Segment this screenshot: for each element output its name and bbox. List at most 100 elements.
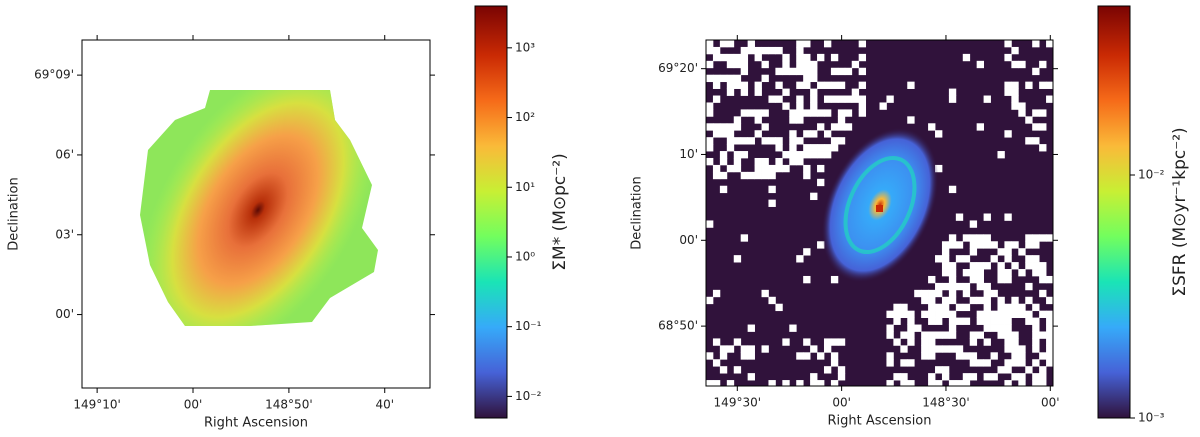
masked-pixel xyxy=(1039,60,1047,69)
masked-pixel xyxy=(712,171,721,180)
masked-pixel xyxy=(747,137,755,145)
masked-pixel xyxy=(782,380,790,388)
masked-pixel xyxy=(983,317,991,325)
masked-pixel xyxy=(706,40,714,48)
masked-pixel xyxy=(1004,338,1012,346)
masked-pixel xyxy=(712,130,721,138)
masked-pixel xyxy=(969,220,978,228)
masked-pixel xyxy=(948,88,957,96)
masked-pixel xyxy=(983,241,991,249)
masked-pixel xyxy=(761,123,769,131)
masked-pixel xyxy=(886,310,894,318)
masked-pixel xyxy=(1018,352,1026,360)
masked-pixel xyxy=(1039,310,1047,318)
masked-pixel xyxy=(796,60,804,69)
masked-pixel xyxy=(1039,366,1047,374)
masked-pixel xyxy=(712,53,721,62)
masked-pixel xyxy=(990,317,998,325)
masked-pixel xyxy=(837,67,846,76)
y-tick-label: 68°50' xyxy=(658,319,698,333)
masked-pixel xyxy=(782,164,790,173)
masked-pixel xyxy=(1046,95,1054,103)
colorbar-tick-label: 10⁻¹ xyxy=(515,319,542,333)
masked-pixel xyxy=(962,289,971,298)
x-tick-label: 149°30' xyxy=(714,396,761,410)
masked-pixel xyxy=(830,95,839,103)
masked-pixel xyxy=(879,102,887,110)
masked-pixel xyxy=(941,303,950,312)
masked-pixel xyxy=(1032,338,1040,346)
masked-pixel xyxy=(941,345,950,353)
masked-pixel xyxy=(754,46,762,55)
masked-pixel xyxy=(775,81,783,89)
masked-pixel xyxy=(935,366,943,374)
masked-pixel xyxy=(935,310,943,318)
masked-pixel xyxy=(706,74,714,83)
colorbar-tick-label: 10³ xyxy=(515,40,535,54)
masked-pixel xyxy=(941,269,950,277)
colorbar-tick-label: 10² xyxy=(515,110,535,124)
masked-pixel xyxy=(761,109,769,117)
masked-pixel xyxy=(900,310,908,318)
masked-pixel xyxy=(969,373,978,381)
masked-pixel xyxy=(754,171,762,180)
masked-pixel xyxy=(726,40,735,48)
masked-pixel xyxy=(747,352,755,360)
masked-pixel xyxy=(893,338,901,346)
masked-pixel xyxy=(754,81,762,89)
masked-pixel xyxy=(969,331,978,339)
colorbar-tick-label: 10⁻² xyxy=(515,389,542,403)
masked-pixel xyxy=(914,324,922,332)
masked-pixel xyxy=(990,241,998,249)
masked-pixel xyxy=(900,303,908,312)
x-tick-label: 148°50' xyxy=(265,398,312,412)
masked-pixel xyxy=(900,380,908,388)
masked-pixel xyxy=(1032,123,1040,131)
masked-pixel xyxy=(789,324,797,332)
masked-pixel xyxy=(810,144,818,152)
masked-pixel xyxy=(844,123,853,131)
masked-pixel xyxy=(796,67,804,76)
masked-pixel xyxy=(1004,269,1012,277)
masked-pixel xyxy=(775,137,783,145)
masked-pixel xyxy=(969,275,978,284)
masked-pixel xyxy=(1011,81,1019,89)
masked-pixel xyxy=(1011,241,1019,249)
masked-pixel xyxy=(976,269,984,277)
masked-pixel xyxy=(1039,380,1047,388)
masked-pixel xyxy=(817,241,825,249)
masked-pixel xyxy=(1039,331,1047,339)
masked-pixel xyxy=(706,46,714,55)
masked-pixel xyxy=(768,296,776,305)
masked-pixel xyxy=(1032,331,1040,339)
masked-pixel xyxy=(803,338,811,346)
masked-pixel xyxy=(921,289,929,298)
masked-pixel xyxy=(962,234,971,242)
masked-pixel xyxy=(948,282,957,291)
colorbar-tick-label: 10⁻² xyxy=(1138,168,1165,182)
masked-pixel xyxy=(810,67,818,76)
masked-pixel xyxy=(706,123,714,131)
masked-pixel xyxy=(796,151,804,159)
masked-pixel xyxy=(823,151,832,159)
masked-pixel xyxy=(733,164,742,173)
masked-pixel xyxy=(830,338,839,346)
masked-pixel xyxy=(775,46,783,55)
masked-pixel xyxy=(1018,269,1026,277)
masked-pixel xyxy=(983,324,991,332)
masked-pixel xyxy=(789,157,797,166)
masked-pixel xyxy=(955,352,964,360)
masked-pixel xyxy=(1011,296,1019,305)
masked-pixel xyxy=(983,282,991,291)
masked-pixel xyxy=(969,248,978,256)
masked-pixel xyxy=(761,171,769,180)
masked-pixel xyxy=(948,234,957,242)
masked-pixel xyxy=(796,109,804,117)
masked-pixel xyxy=(997,269,1005,277)
masked-pixel xyxy=(733,116,742,124)
masked-pixel xyxy=(817,380,825,388)
masked-pixel xyxy=(1025,262,1033,270)
masked-pixel xyxy=(810,345,818,353)
masked-pixel xyxy=(886,380,894,388)
masked-pixel xyxy=(782,53,790,62)
